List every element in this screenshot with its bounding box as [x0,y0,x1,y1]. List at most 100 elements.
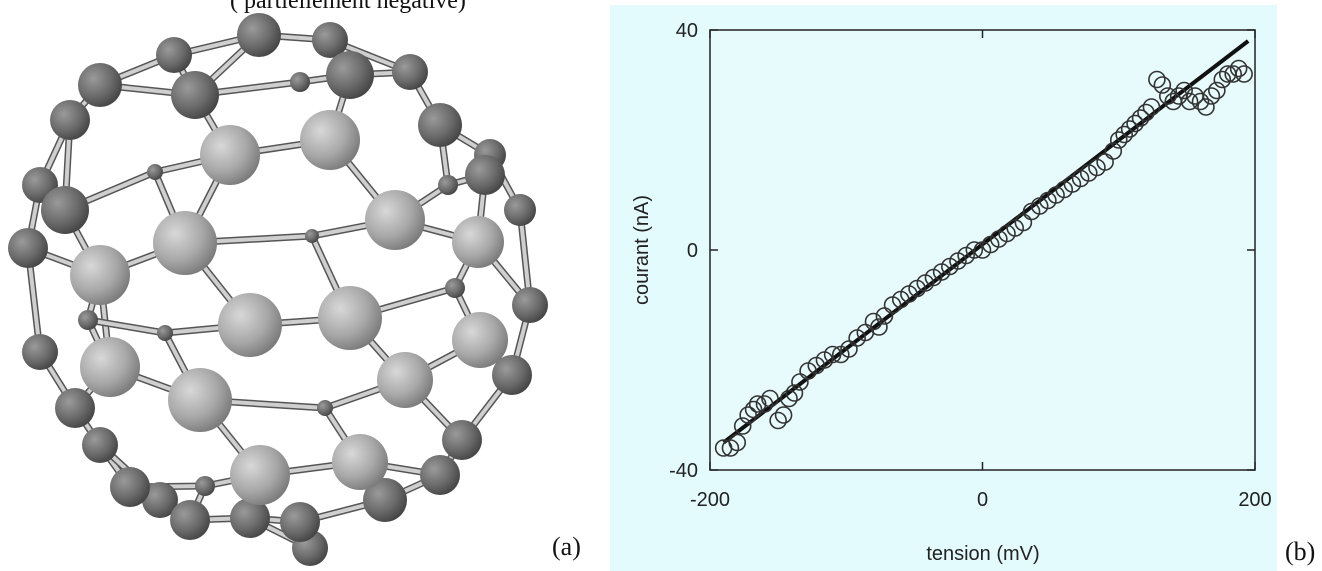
caption-fragment: ( partiellement négative) [230,0,466,14]
atom [70,245,130,305]
y-tick-label: 40 [676,20,698,42]
data-points [714,59,1253,457]
data-point [774,406,793,424]
atom [392,54,428,90]
y-axis-title: courant (nA) [631,195,653,305]
data-point [739,406,757,424]
panel-b-label: (b) [1285,537,1315,566]
atom [452,312,508,368]
atom [290,72,310,92]
atom [195,476,215,496]
data-point [748,395,767,413]
data-point [1213,70,1232,89]
atom [230,445,290,505]
atom [377,352,433,408]
atom [280,502,320,542]
atom [465,155,505,195]
atom [22,334,58,370]
x-axis-title: tension (mV) [926,543,1039,565]
atom [153,211,217,275]
atom [157,325,173,341]
atom [78,310,98,330]
atom [200,125,260,185]
atom [110,467,150,507]
atom [512,287,548,323]
atom [363,478,407,522]
fit-line [722,39,1250,445]
data-point [1126,114,1144,133]
x-tick-label: 200 [1238,489,1271,511]
atom [8,228,48,268]
molecule-atoms [8,13,548,566]
atom [318,286,382,350]
iv-chart: -200 0 200 -40 0 40 tension (mV) courant (nA… [610,5,1315,571]
atom [492,355,532,395]
atom [305,229,319,243]
data-point [1115,125,1134,144]
data-point [1180,92,1199,111]
x-tick-label: -200 [690,489,730,511]
data-point [1191,92,1210,111]
atom [445,278,465,298]
atom [312,22,348,58]
atom [55,388,95,428]
data-point [1148,70,1166,89]
data-point [785,384,804,402]
data-point [1202,87,1221,105]
atom [170,500,210,540]
x-tick-labels: -200 0 200 [690,489,1272,511]
atom [442,420,482,460]
atom [82,427,118,463]
data-point [744,400,763,419]
atom [168,368,232,432]
data-point [1197,98,1215,116]
data-point [1131,109,1150,127]
data-point [1235,65,1253,83]
atom [237,13,281,57]
x-tick-label: 0 [977,489,988,511]
atom [147,164,163,180]
panel-a-label: (a) [552,532,581,561]
data-point [870,318,888,336]
data-point [761,389,779,408]
data-point [1208,81,1226,100]
atom [317,400,333,416]
atom [300,110,360,170]
data-point [780,389,798,408]
molecule-figure: ( partiellement négative) (a) [8,0,581,566]
axis-ticks [709,29,1256,471]
data-point [1229,59,1248,78]
data-point [728,433,747,452]
atom [171,71,219,119]
y-tick-label: 0 [687,240,698,262]
data-point [755,395,774,413]
data-point [1120,120,1139,138]
atom [504,194,536,226]
data-point [1104,142,1123,160]
data-point [1142,98,1161,116]
atom [156,37,192,73]
data-point [769,411,787,430]
data-point [1175,81,1193,100]
atom [326,51,374,99]
atom [418,103,462,147]
y-tick-labels: -40 0 40 [669,20,698,482]
atom [142,482,178,518]
atom [78,63,122,107]
atom [365,190,425,250]
atom [230,498,270,538]
data-point [1137,103,1155,122]
data-point [1153,76,1172,94]
atom [438,175,458,195]
y-tick-label: -40 [669,460,698,482]
data-point [864,312,883,331]
data-point [823,345,842,364]
data-point [965,241,984,259]
atom [452,216,504,268]
atom [218,293,282,357]
atom [80,337,140,397]
atom [41,186,89,234]
data-point [733,417,752,435]
atom [50,100,90,140]
data-point [1109,131,1128,149]
